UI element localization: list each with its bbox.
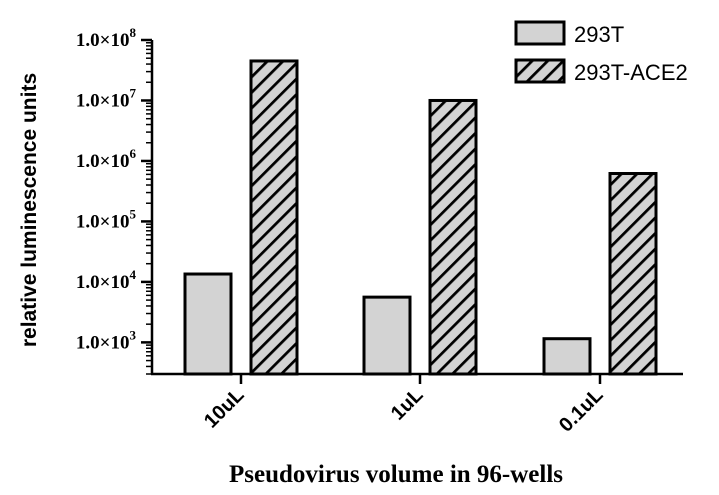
legend-swatch-293t-ace2 bbox=[514, 58, 566, 84]
y-tick-label: 1.0×107 bbox=[76, 85, 137, 111]
bar-293t-ace2-0-1ul bbox=[608, 172, 658, 376]
bar-293t-10ul bbox=[183, 272, 233, 376]
y-tick-label: 1.0×108 bbox=[76, 25, 137, 51]
bar-293t-0-1ul bbox=[542, 337, 592, 376]
y-tick-label: 1.0×104 bbox=[76, 267, 137, 293]
x-tick-label: 0.1uL bbox=[555, 384, 608, 437]
x-axis-title: Pseudovirus volume in 96-wells bbox=[229, 461, 563, 488]
legend-label: 293T bbox=[574, 22, 624, 47]
bars-group bbox=[183, 59, 658, 376]
y-tick-label: 1.0×106 bbox=[76, 146, 137, 172]
x-tick-label: 10uL bbox=[200, 384, 249, 433]
legend: 293T 293T-ACE2 bbox=[514, 20, 688, 85]
x-tick-label: 1uL bbox=[387, 384, 428, 425]
x-axis: 10uL 1uL 0.1uL bbox=[151, 372, 683, 437]
bar-293t-ace2-10ul bbox=[249, 59, 299, 376]
y-axis-title: relative luminescence units bbox=[18, 73, 41, 347]
y-tick-label: 1.0×103 bbox=[76, 327, 137, 353]
y-tick-label: 1.0×105 bbox=[76, 206, 137, 232]
legend-swatch-293t bbox=[514, 20, 566, 46]
y-axis: 1.0×103 1.0×104 1.0×105 1.0×106 1.0×107 1.0×1… bbox=[76, 25, 154, 375]
legend-label: 293T-ACE2 bbox=[574, 60, 688, 85]
bar-293t-ace2-1ul bbox=[428, 98, 478, 376]
bar-293t-1ul bbox=[362, 295, 412, 376]
